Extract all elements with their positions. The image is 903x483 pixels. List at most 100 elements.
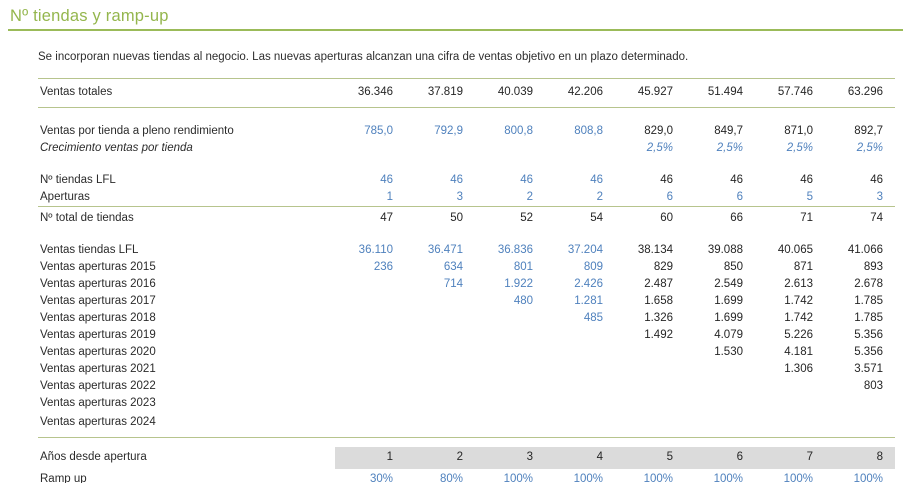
value-cell[interactable]: 2.426	[574, 277, 603, 290]
value-cell[interactable]: 1.699	[714, 294, 743, 307]
value-cell[interactable]	[335, 310, 405, 327]
row-label-cell[interactable]: Ventas aperturas 2022	[40, 379, 156, 392]
value-cell[interactable]: 1.326	[644, 311, 673, 324]
value-cell[interactable]: 40.039	[475, 78, 545, 108]
value-cell[interactable]: 54	[545, 206, 615, 227]
row-label-cell[interactable]: Ventas aperturas 2024	[38, 412, 335, 438]
value-cell[interactable]: 37.819	[405, 78, 475, 108]
value-cell[interactable]: 8	[825, 447, 895, 469]
value-cell[interactable]	[685, 361, 755, 378]
value-cell[interactable]	[335, 327, 405, 344]
value-cell[interactable]: 849,7	[714, 124, 743, 137]
value-cell[interactable]: 66	[685, 206, 755, 227]
value-cell[interactable]: 236	[373, 260, 393, 273]
value-cell[interactable]: 2,5%	[786, 141, 813, 154]
row-label-cell[interactable]: Nº tiendas LFL	[40, 173, 116, 186]
value-cell[interactable]: 37.204	[567, 243, 603, 256]
row-label-cell[interactable]: Ventas totales	[38, 78, 335, 108]
value-cell[interactable]: 30%	[369, 473, 393, 483]
value-cell[interactable]	[545, 378, 615, 395]
row-label-cell[interactable]: Ventas aperturas 2023	[40, 396, 156, 409]
value-cell[interactable]	[615, 395, 685, 412]
value-cell[interactable]: 5.356	[854, 345, 883, 358]
row-label-cell[interactable]: Ventas aperturas 2020	[40, 345, 156, 358]
value-cell[interactable]	[475, 361, 545, 378]
value-cell[interactable]: 46	[660, 173, 673, 186]
value-cell[interactable]	[405, 395, 475, 412]
value-cell[interactable]: 829	[653, 260, 673, 273]
row-label-cell[interactable]: Ventas tiendas LFL	[40, 243, 139, 256]
row-label-cell[interactable]: Ventas aperturas 2015	[40, 260, 156, 273]
row-label-cell[interactable]: Crecimiento ventas por tienda	[40, 141, 193, 154]
value-cell[interactable]: 1	[335, 447, 405, 469]
value-cell[interactable]: 1.281	[574, 294, 603, 307]
value-cell[interactable]: 2	[596, 190, 603, 203]
value-cell[interactable]: 40.065	[777, 243, 813, 256]
value-cell[interactable]: 892,7	[854, 124, 883, 137]
value-cell[interactable]: 808,8	[574, 124, 603, 137]
value-cell[interactable]: 1.922	[504, 277, 533, 290]
value-cell[interactable]: 6	[685, 447, 755, 469]
value-cell[interactable]	[615, 378, 685, 395]
value-cell[interactable]: 871,0	[784, 124, 813, 137]
value-cell[interactable]: 36.346	[335, 78, 405, 108]
value-cell[interactable]	[475, 327, 545, 344]
value-cell[interactable]: 51.494	[685, 78, 755, 108]
value-cell[interactable]: 60	[615, 206, 685, 227]
value-cell[interactable]: 2.678	[854, 277, 883, 290]
value-cell[interactable]: 2,5%	[716, 141, 743, 154]
value-cell[interactable]	[755, 412, 825, 438]
value-cell[interactable]: 801	[513, 260, 533, 273]
value-cell[interactable]	[405, 293, 475, 310]
value-cell[interactable]: 850	[723, 260, 743, 273]
value-cell[interactable]: 36.471	[427, 243, 463, 256]
value-cell[interactable]	[545, 395, 615, 412]
value-cell[interactable]: 1.742	[784, 311, 813, 324]
value-cell[interactable]	[545, 140, 615, 157]
value-cell[interactable]: 3	[456, 190, 463, 203]
value-cell[interactable]: 1	[386, 190, 393, 203]
value-cell[interactable]: 41.066	[847, 243, 883, 256]
value-cell[interactable]	[405, 412, 475, 438]
value-cell[interactable]: 5.356	[854, 328, 883, 341]
value-cell[interactable]	[545, 412, 615, 438]
value-cell[interactable]: 829,0	[644, 124, 673, 137]
value-cell[interactable]: 46	[870, 173, 883, 186]
value-cell[interactable]: 7	[755, 447, 825, 469]
value-cell[interactable]: 6	[736, 190, 743, 203]
value-cell[interactable]: 1.530	[714, 345, 743, 358]
value-cell[interactable]: 485	[583, 311, 603, 324]
value-cell[interactable]: 803	[863, 379, 883, 392]
value-cell[interactable]	[335, 361, 405, 378]
value-cell[interactable]: 46	[800, 173, 813, 186]
value-cell[interactable]: 39.088	[707, 243, 743, 256]
value-cell[interactable]	[335, 412, 405, 438]
value-cell[interactable]: 36.836	[497, 243, 533, 256]
value-cell[interactable]: 480	[513, 294, 533, 307]
value-cell[interactable]: 42.206	[545, 78, 615, 108]
value-cell[interactable]	[405, 361, 475, 378]
value-cell[interactable]	[545, 361, 615, 378]
value-cell[interactable]: 5	[806, 190, 813, 203]
value-cell[interactable]: 57.746	[755, 78, 825, 108]
value-cell[interactable]: 50	[405, 206, 475, 227]
value-cell[interactable]	[475, 344, 545, 361]
value-cell[interactable]: 3.571	[854, 362, 883, 375]
value-cell[interactable]	[335, 344, 405, 361]
row-label-cell[interactable]: Años desde apertura	[40, 451, 147, 464]
value-cell[interactable]	[755, 378, 825, 395]
value-cell[interactable]	[685, 395, 755, 412]
value-cell[interactable]: 1.699	[714, 311, 743, 324]
value-cell[interactable]: 45.927	[615, 78, 685, 108]
value-cell[interactable]: 1.785	[854, 311, 883, 324]
value-cell[interactable]: 871	[793, 260, 813, 273]
value-cell[interactable]: 4	[545, 447, 615, 469]
value-cell[interactable]	[545, 327, 615, 344]
value-cell[interactable]	[685, 378, 755, 395]
value-cell[interactable]: 634	[443, 260, 463, 273]
value-cell[interactable]: 1.785	[854, 294, 883, 307]
value-cell[interactable]: 2.487	[644, 277, 673, 290]
value-cell[interactable]: 2	[526, 190, 533, 203]
value-cell[interactable]: 800,8	[504, 124, 533, 137]
value-cell[interactable]: 71	[755, 206, 825, 227]
